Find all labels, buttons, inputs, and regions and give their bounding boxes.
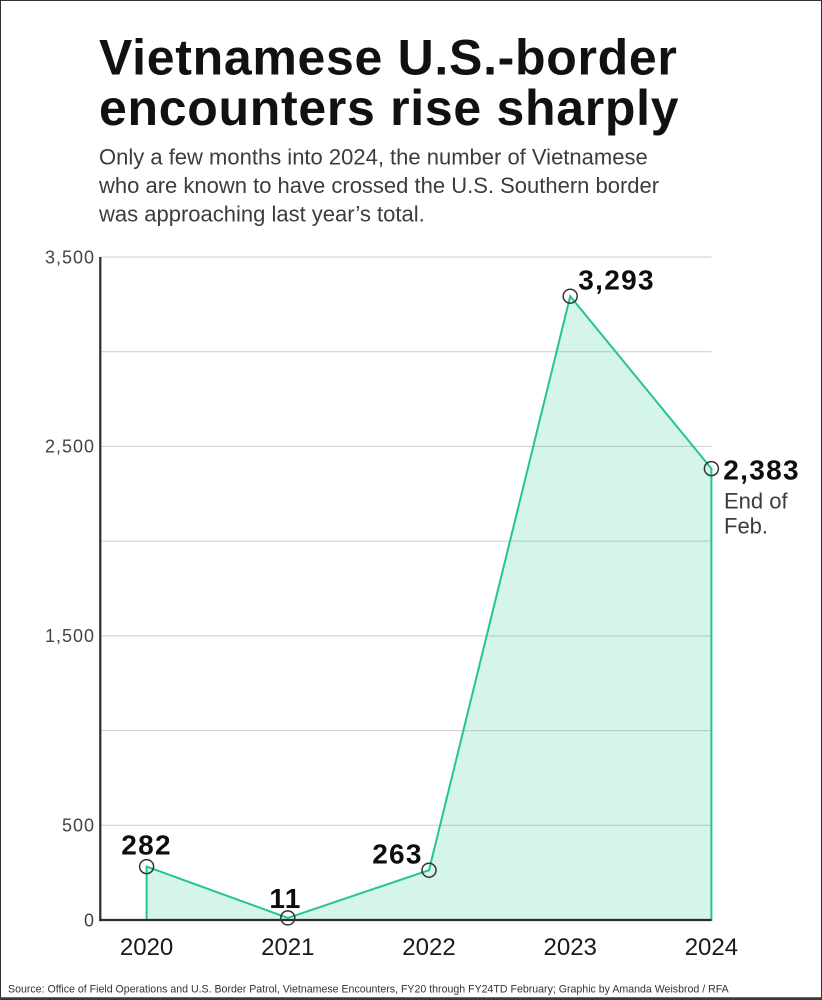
svg-text:2024: 2024: [685, 934, 738, 961]
svg-text:2,500: 2,500: [45, 437, 95, 457]
svg-text:2023: 2023: [544, 934, 597, 961]
svg-text:2022: 2022: [402, 934, 455, 961]
svg-text:282: 282: [121, 829, 172, 860]
svg-text:1,500: 1,500: [45, 626, 95, 646]
svg-text:2020: 2020: [120, 934, 173, 961]
svg-text:Only a few months into 2024, t: Only a few months into 2024, the number …: [99, 144, 648, 169]
svg-text:was approaching last year’s to: was approaching last year’s total.: [98, 201, 425, 226]
svg-text:3,500: 3,500: [45, 247, 95, 267]
svg-text:Feb.: Feb.: [724, 514, 768, 539]
svg-text:Source: Office of Field Operat: Source: Office of Field Operations and U…: [8, 984, 730, 996]
svg-text:End of: End of: [724, 489, 788, 514]
svg-text:encounters rise sharply: encounters rise sharply: [99, 80, 679, 136]
svg-text:11: 11: [269, 883, 301, 914]
svg-text:500: 500: [62, 816, 95, 836]
svg-text:263: 263: [372, 839, 423, 870]
svg-text:who are known to have crossed: who are known to have crossed the U.S. S…: [98, 173, 659, 198]
svg-text:2,383: 2,383: [723, 455, 800, 486]
svg-text:3,293: 3,293: [578, 265, 655, 296]
svg-text:2021: 2021: [261, 934, 314, 961]
svg-text:0: 0: [84, 910, 95, 930]
svg-text:Vietnamese U.S.-border: Vietnamese U.S.-border: [99, 29, 678, 85]
